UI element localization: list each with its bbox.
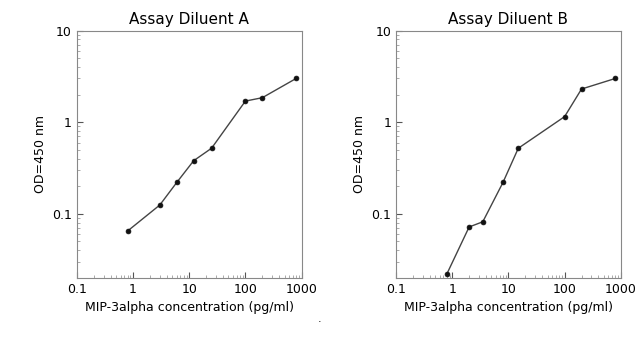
X-axis label: MIP-3alpha concentration (pg/ml): MIP-3alpha concentration (pg/ml) <box>404 301 613 314</box>
Y-axis label: OD=450 nm: OD=450 nm <box>353 115 365 193</box>
X-axis label: MIP-3alpha concentration (pg/ml): MIP-3alpha concentration (pg/ml) <box>84 301 294 314</box>
Title: Assay Diluent B: Assay Diluent B <box>449 12 568 26</box>
Title: Assay Diluent A: Assay Diluent A <box>129 12 249 26</box>
Y-axis label: OD=450 nm: OD=450 nm <box>33 115 47 193</box>
Text: .: . <box>318 314 322 324</box>
